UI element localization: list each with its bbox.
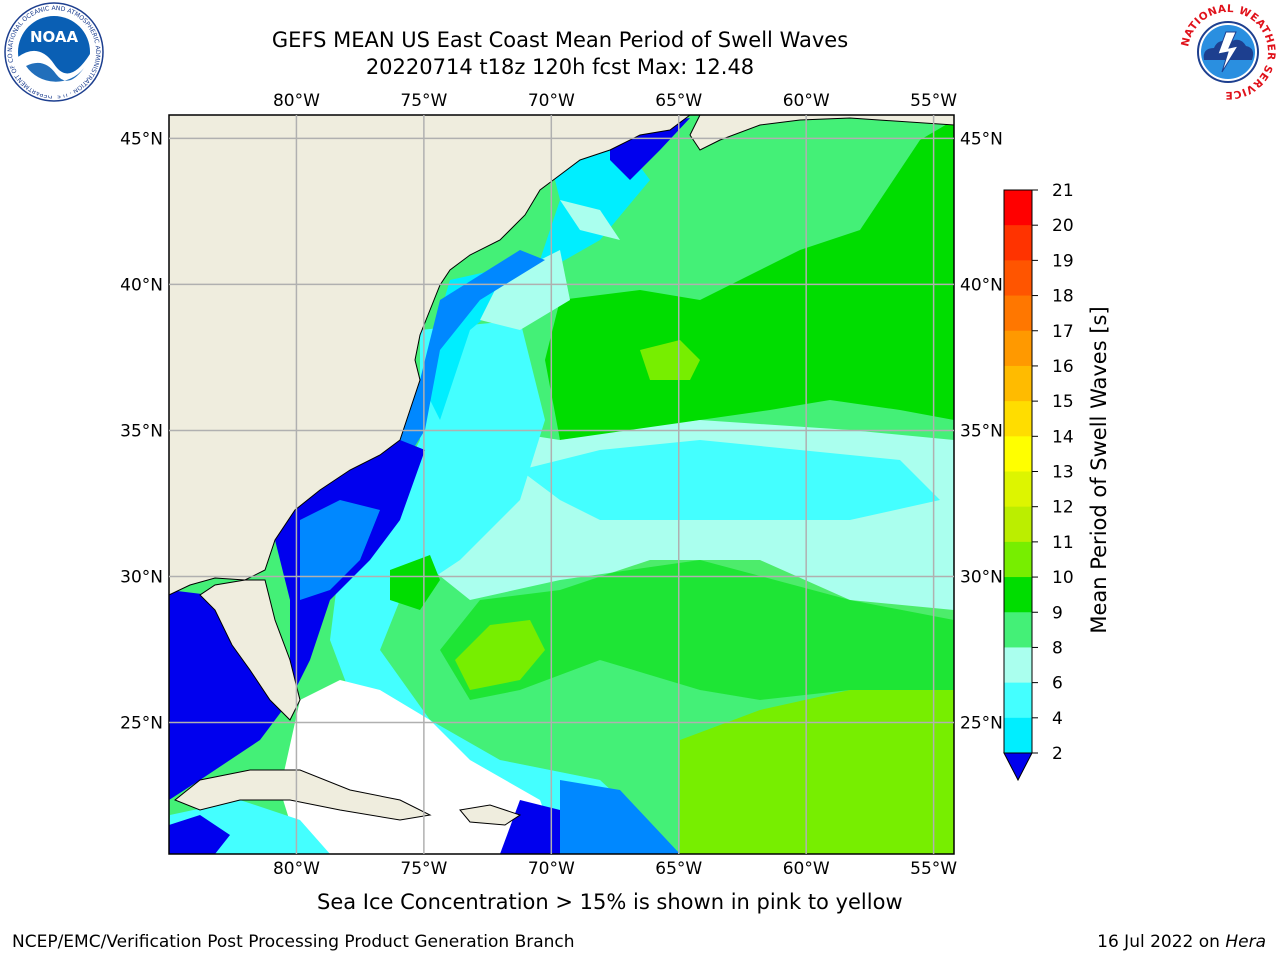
colorbar-tick-label: 16 [1052, 357, 1074, 377]
colorbar: 21 20 19 18 17 16 15 14 13 12 11 10 9 8 6 4 2 [1003, 181, 1074, 782]
lat-label-right: 35°N [960, 421, 1003, 441]
colorbar-tick-label: 12 [1052, 498, 1074, 518]
colorbar-tick-label: 6 [1052, 674, 1063, 694]
colorbar-tick-label: 2 [1052, 744, 1063, 764]
lon-label-bottom: 70°W [528, 859, 575, 879]
lon-label-top: 75°W [400, 91, 447, 111]
colorbar-band [1004, 612, 1032, 648]
lat-label-left: 45°N [120, 129, 163, 149]
lon-label-bottom: 65°W [655, 859, 702, 879]
colorbar-tick-label: 19 [1052, 251, 1074, 271]
lat-label-right: 25°N [960, 714, 1003, 734]
lat-label-right: 30°N [960, 568, 1003, 588]
colorbar-tick-label: 18 [1052, 287, 1074, 307]
latitude-labels-right: 45°N 40°N 35°N 30°N 25°N [960, 129, 1003, 733]
colorbar-band [1004, 330, 1032, 367]
nws-logo: NATIONAL WEATHER SERVICE [1179, 3, 1277, 101]
run-date-credit: 16 Jul 2022 on Hera [1097, 932, 1266, 952]
colorbar-band [1004, 365, 1032, 402]
longitude-labels-bottom: 80°W 75°W 70°W 65°W 60°W 55°W [273, 859, 957, 879]
lon-label-top: 60°W [783, 91, 830, 111]
colorbar-band [1004, 682, 1032, 719]
colorbar-under-arrow [1003, 752, 1033, 782]
lat-label-left: 35°N [120, 421, 163, 441]
colorbar-band [1004, 471, 1032, 508]
colorbar-tick-label: 8 [1052, 638, 1063, 658]
lon-label-top: 70°W [528, 91, 575, 111]
colorbar-tick-label: 11 [1052, 533, 1074, 553]
lon-label-bottom: 55°W [910, 859, 957, 879]
map-plot-area [168, 114, 955, 855]
colorbar-tick-label: 10 [1052, 568, 1074, 588]
colorbar-band [1004, 225, 1032, 261]
colorbar-tick-label: 13 [1052, 463, 1074, 483]
lon-label-top: 65°W [655, 91, 702, 111]
lat-label-right: 45°N [960, 129, 1003, 149]
machine-name: Hera [1225, 932, 1266, 952]
latitude-labels-left: 45°N 40°N 35°N 30°N 25°N [120, 129, 163, 733]
colorbar-band [1004, 401, 1032, 437]
chart-subtitle: 20220714 t18z 120h fcst Max: 12.48 [365, 55, 755, 79]
colorbar-band [1004, 647, 1032, 684]
lat-label-left: 40°N [120, 275, 163, 295]
colorbar-band [1004, 295, 1032, 332]
colorbar-tick-label: 4 [1052, 709, 1063, 729]
colorbar-band [1004, 190, 1032, 226]
colorbar-band [1004, 541, 1032, 578]
svg-text:NOAA: NOAA [30, 28, 79, 46]
land-mass [168, 114, 955, 826]
run-date: 16 Jul 2022 on [1097, 932, 1226, 952]
lat-label-right: 40°N [960, 275, 1003, 295]
lat-label-left: 25°N [120, 714, 163, 734]
colorbar-band [1004, 577, 1032, 613]
producer-credit: NCEP/EMC/Verification Post Processing Pr… [12, 932, 575, 952]
lon-label-top: 55°W [910, 91, 957, 111]
chart-title: GEFS MEAN US East Coast Mean Period of S… [271, 28, 849, 52]
lon-label-bottom: 60°W [783, 859, 830, 879]
sea-ice-footnote: Sea Ice Concentration > 15% is shown in … [317, 890, 903, 914]
noaa-logo: NATIONAL OCEANIC AND ATMOSPHERIC ADMINIS… [4, 2, 104, 102]
colorbar-band [1004, 260, 1032, 297]
colorbar-band [1004, 717, 1032, 754]
colorbar-band [1004, 436, 1032, 472]
graticule [169, 115, 954, 854]
colorbar-tick-label: 17 [1052, 322, 1074, 342]
lon-label-bottom: 75°W [400, 859, 447, 879]
colorbar-tick-label: 15 [1052, 392, 1074, 412]
colorbar-tick-label: 14 [1052, 427, 1074, 447]
lat-label-left: 30°N [120, 568, 163, 588]
colorbar-tick-label: 21 [1052, 181, 1074, 201]
longitude-labels-top: 80°W 75°W 70°W 65°W 60°W 55°W [273, 91, 957, 111]
colorbar-label: Mean Period of Swell Waves [s] [1087, 306, 1111, 633]
lon-label-bottom: 80°W [273, 859, 320, 879]
colorbar-tick-label: 9 [1052, 603, 1063, 623]
colorbar-band [1004, 506, 1032, 543]
colorbar-tick-label: 20 [1052, 216, 1074, 236]
lon-label-top: 80°W [273, 91, 320, 111]
